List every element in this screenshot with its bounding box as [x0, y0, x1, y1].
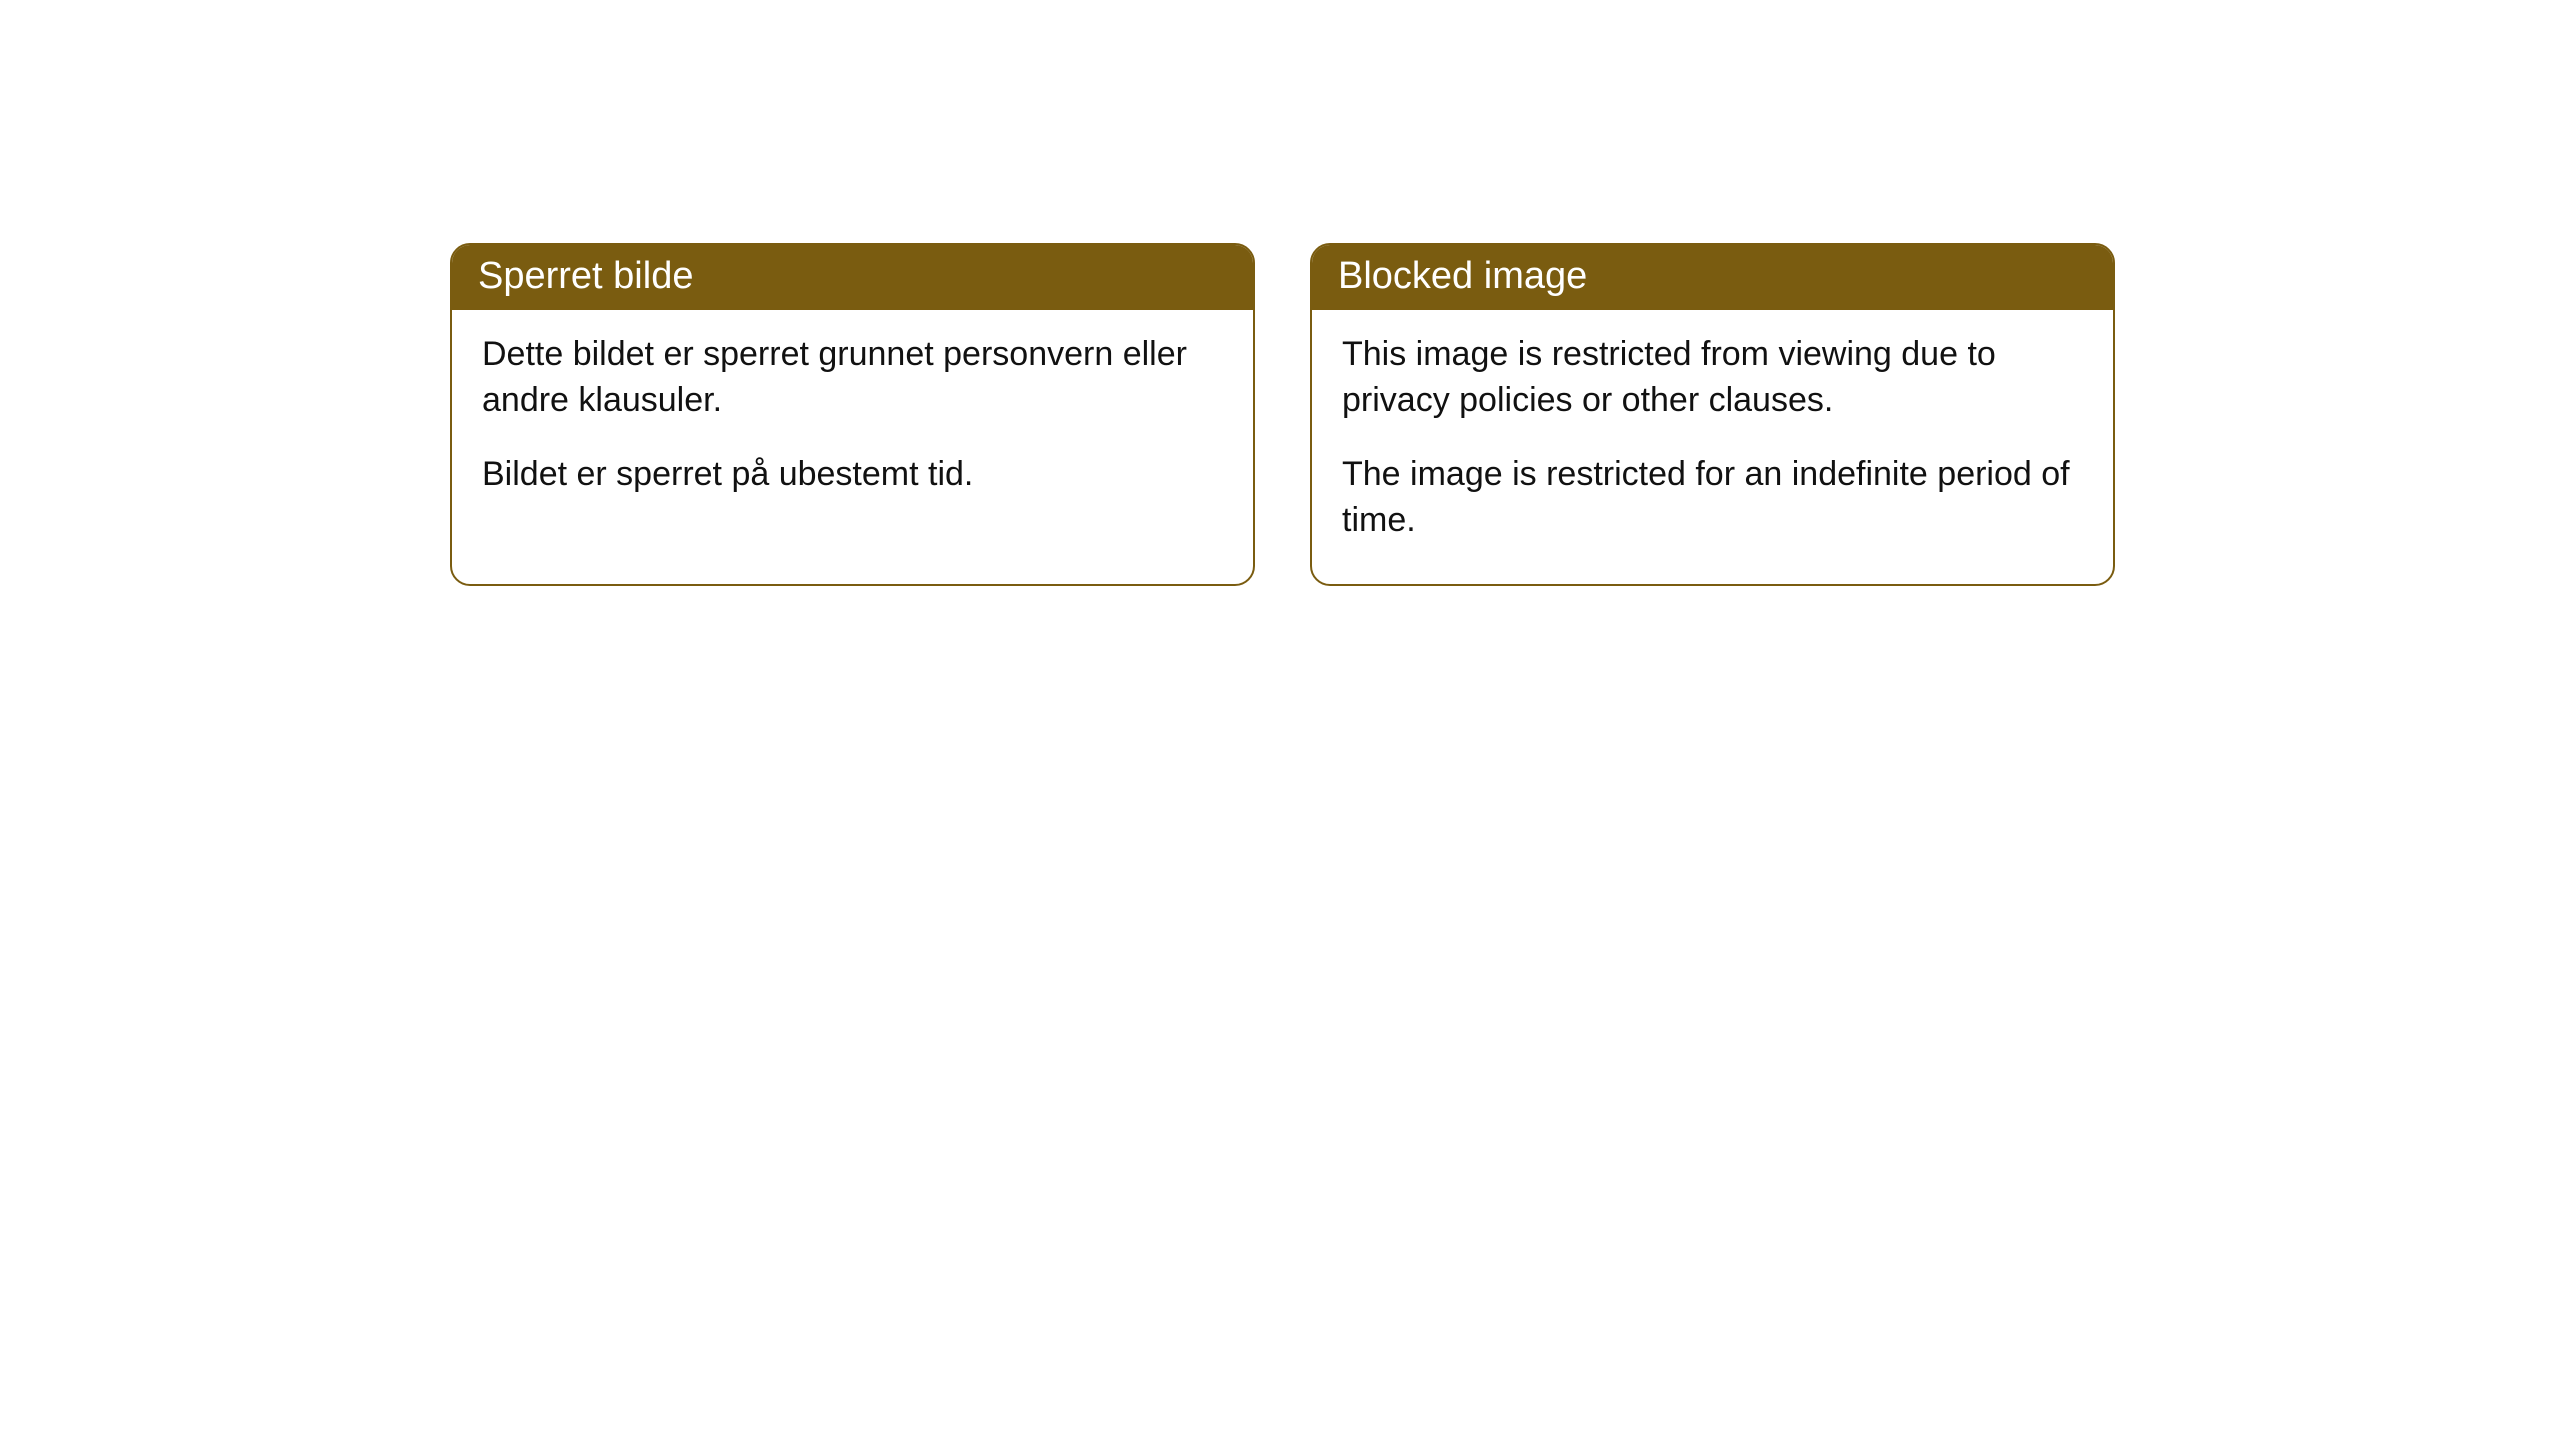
card-title-no: Sperret bilde	[452, 245, 1253, 310]
card-paragraph-1-no: Dette bildet er sperret grunnet personve…	[482, 332, 1223, 424]
card-title-en: Blocked image	[1312, 245, 2113, 310]
card-paragraph-1-en: This image is restricted from viewing du…	[1342, 332, 2083, 424]
card-body-no: Dette bildet er sperret grunnet personve…	[452, 310, 1253, 538]
blocked-image-card-en: Blocked image This image is restricted f…	[1310, 243, 2115, 586]
card-paragraph-2-no: Bildet er sperret på ubestemt tid.	[482, 452, 1223, 498]
card-paragraph-2-en: The image is restricted for an indefinit…	[1342, 452, 2083, 544]
cards-container: Sperret bilde Dette bildet er sperret gr…	[0, 0, 2560, 586]
blocked-image-card-no: Sperret bilde Dette bildet er sperret gr…	[450, 243, 1255, 586]
card-body-en: This image is restricted from viewing du…	[1312, 310, 2113, 584]
